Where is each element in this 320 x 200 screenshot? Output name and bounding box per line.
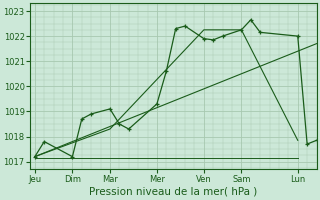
X-axis label: Pression niveau de la mer( hPa ): Pression niveau de la mer( hPa )	[89, 187, 258, 197]
